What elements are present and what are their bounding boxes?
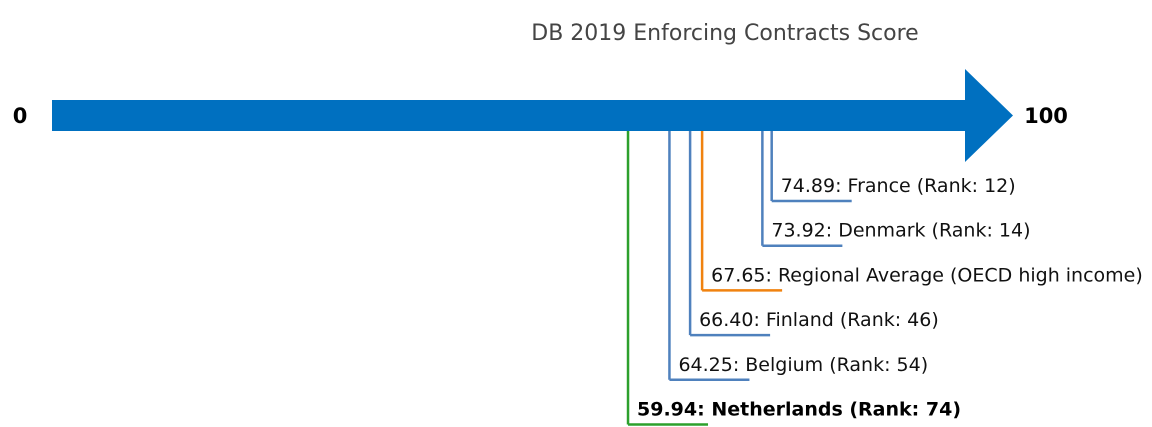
scale-min-label: 0 [13,104,28,128]
data-label: 73.92: Denmark (Rank: 14) [771,220,1030,242]
data-label: 66.40: Finland (Rank: 46) [699,309,939,331]
data-label: 64.25: Belgium (Rank: 54) [678,354,928,376]
annotation-leaders [626,131,852,426]
data-label: 74.89: France (Rank: 12) [781,175,1016,197]
data-label: 59.94: Netherlands (Rank: 74) [637,399,961,421]
scale-max-label: 100 [1024,104,1068,128]
annotation-labels: 74.89: France (Rank: 12) 73.92: Denmark (… [637,175,1143,421]
data-label: 67.65: Regional Average (OECD high incom… [711,264,1143,286]
chart-title: DB 2019 Enforcing Contracts Score [531,21,918,46]
scale-arrow [52,69,1013,162]
